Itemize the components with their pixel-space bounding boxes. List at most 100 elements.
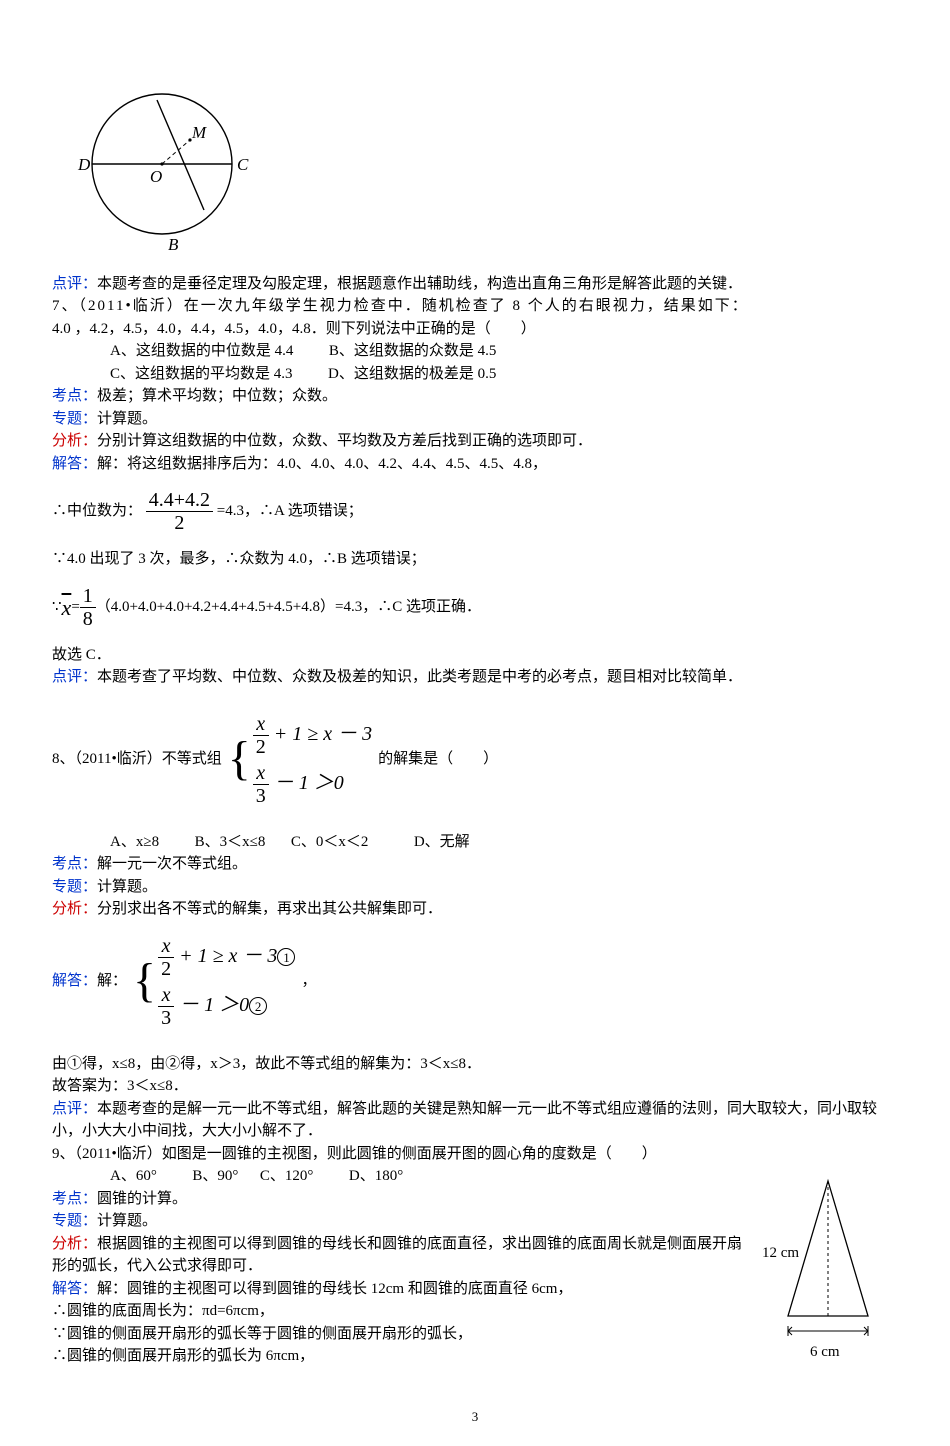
q9-kaodian: 考点：圆锥的计算。 <box>52 1188 750 1211</box>
fenxi-text: 分别求出各不等式的解集，再求出其公共解集即可． <box>97 901 442 917</box>
median-after: =4.3，∴A 选项错误； <box>217 503 363 519</box>
q7-mode-line: ∵4.0 出现了 3 次，最多，∴众数为 4.0，∴B 选项错误； <box>52 548 898 571</box>
q7-optD: D、这组数据的极差是 0.5 <box>328 366 496 382</box>
q8-options: A、x≥8 B、3＜x≤8 C、0＜x＜2 D、无解 <box>52 831 898 854</box>
q8-after1: 由①得，x≤8，由②得，x＞3，故此不等式组的解集为：3＜x≤8． <box>52 1053 898 1076</box>
dianping-text: 本题考查了平均数、中位数、众数及极差的知识，此类考题是中考的必考点，题目相对比较… <box>97 669 742 685</box>
fenxi-label: 分析： <box>52 1236 97 1252</box>
q8-after2: 故答案为：3＜x≤8． <box>52 1075 898 1098</box>
q7-jieda1: 解答：解：将这组数据排序后为：4.0、4.0、4.0、4.2、4.4、4.5、4… <box>52 453 898 476</box>
q9-line2: ∴圆锥的底面周长为：πd=6πcm， <box>52 1300 750 1323</box>
q9-optD: D、180° <box>349 1168 403 1184</box>
q8-after: 的解集是（ ） <box>378 748 498 771</box>
q7-row2: C、这组数据的平均数是 4.3 D、这组数据的极差是 0.5 <box>52 363 898 386</box>
q7-optA: A、这组数据的中位数是 4.4 <box>110 343 293 359</box>
q9-optB: B、90° <box>192 1168 238 1184</box>
q6-circle-figure: D O M C B <box>52 80 898 263</box>
q7-mean-line: ∵x= 1 8 （4.0+4.0+4.0+4.2+4.4+4.5+4.5+4.8… <box>52 585 898 630</box>
fenxi-text: 分别计算这组数据的中位数，众数、平均数及方差后找到正确的选项即可． <box>97 433 592 449</box>
q8b-r2-rest: － 1 ＞0 <box>174 994 249 1016</box>
q7-fenxi: 分析：分别计算这组数据的中位数，众数、平均数及方差后找到正确的选项即可． <box>52 430 898 453</box>
q8-optD: D、无解 <box>414 834 470 850</box>
mean-eq: = <box>71 598 79 614</box>
fenxi-label: 分析： <box>52 901 97 917</box>
zhuanti-text: 计算题。 <box>97 879 157 895</box>
kaodian-label: 考点： <box>52 388 97 404</box>
jieda-label: 解答： <box>52 1281 97 1297</box>
label-D: D <box>77 155 91 174</box>
q9-jieda: 解答：解：圆锥的主视图可以得到圆锥的母线长 12cm 和圆锥的底面直径 6cm， <box>52 1278 750 1301</box>
median-den: 2 <box>146 512 213 534</box>
page-number: 3 <box>52 1407 898 1427</box>
q6-review: 点评：本题考查的是垂径定理及勾股定理，根据题意作出辅助线，构造出直角三角形是解答… <box>52 273 898 296</box>
q8-r1-num: x <box>253 713 269 736</box>
jieda-text: 解：圆锥的主视图可以得到圆锥的母线长 12cm 和圆锥的底面直径 6cm， <box>97 1281 572 1297</box>
label-C: C <box>237 155 249 174</box>
jieda-label: 解答： <box>52 970 97 993</box>
mean-frac-num: 1 <box>80 585 96 608</box>
q8-comma: ， <box>301 970 316 993</box>
q7-stem1: 7、（2011•临沂）在一次九年级学生视力检查中．随机检查了 8 个人的右眼视力… <box>52 295 898 318</box>
q7-conclusion: 故选 C． <box>52 644 898 667</box>
label-O: O <box>150 167 162 186</box>
label-M: M <box>191 123 207 142</box>
q8-system2: { x 2 + 1 ≥ x － 31 x 3 － 1 ＞02 <box>133 935 295 1029</box>
q7-kaodian: 考点：极差；算术平均数；中位数；众数。 <box>52 385 898 408</box>
jieda-text: 解：将这组数据排序后为：4.0、4.0、4.0、4.2、4.4、4.5、4.5、… <box>97 456 547 472</box>
dianping-label: 点评： <box>52 669 97 685</box>
q8-jieda-pre: 解： <box>97 970 127 993</box>
mean-after: （4.0+4.0+4.0+4.2+4.4+4.5+4.5+4.8）=4.3，∴C… <box>96 598 481 614</box>
q8-optC: C、0＜x＜2 <box>291 834 369 850</box>
kaodian-label: 考点： <box>52 1191 97 1207</box>
q8-jieda: 解答： 解： { x 2 + 1 ≥ x － 31 x 3 － 1 ＞02 ， <box>52 935 898 1029</box>
median-num: 4.4+4.2 <box>146 489 213 512</box>
q8-stem: 8、（2011•临沂）不等式组 { x 2 + 1 ≥ x － 3 x 3 － … <box>52 713 898 807</box>
fenxi-text: 根据圆锥的主视图可以得到圆锥的母线长和圆锥的底面直径，求出圆锥的底面周长就是侧面… <box>52 1236 742 1275</box>
fenxi-label: 分析： <box>52 433 97 449</box>
q9-cone-figure: 12 cm 6 cm <box>758 1171 898 1379</box>
q9-fenxi: 分析：根据圆锥的主视图可以得到圆锥的母线长和圆锥的底面直径，求出圆锥的底面周长就… <box>52 1233 750 1278</box>
q8-r1-rest: + 1 ≥ x － 3 <box>269 723 372 745</box>
kaodian-text: 极差；算术平均数；中位数；众数。 <box>97 388 337 404</box>
q8-kaodian: 考点：解一元一次不等式组。 <box>52 853 898 876</box>
zhuanti-label: 专题： <box>52 411 97 427</box>
dianping-label: 点评： <box>52 1101 97 1117</box>
q8b-r1-den: 2 <box>158 958 174 980</box>
q9-optC: C、120° <box>260 1168 314 1184</box>
kaodian-text: 圆锥的计算。 <box>97 1191 187 1207</box>
q8b-r1-num: x <box>158 935 174 958</box>
q7-median-line: ∴中位数为： 4.4+4.2 2 =4.3，∴A 选项错误； <box>52 489 898 534</box>
dianping-label: 点评： <box>52 276 97 292</box>
q8-optA: A、x≥8 <box>110 834 159 850</box>
q7-dianping: 点评：本题考查了平均数、中位数、众数及极差的知识，此类考题是中考的必考点，题目相… <box>52 666 898 689</box>
q7-stem2: 4.0 ，4.2，4.5，4.0，4.4，4.5，4.0，4.8．则下列说法中正… <box>52 318 898 341</box>
mean-before: ∵ <box>52 598 62 614</box>
q7-optB: B、这组数据的众数是 4.5 <box>329 343 497 359</box>
zhuanti-text: 计算题。 <box>97 1213 157 1229</box>
circled-2: 2 <box>249 997 267 1015</box>
mean-var: x <box>62 591 72 624</box>
q8-system: { x 2 + 1 ≥ x － 3 x 3 － 1 ＞0 <box>228 713 372 807</box>
q9-options: A、60° B、90° C、120° D、180° <box>52 1165 750 1188</box>
zhuanti-text: 计算题。 <box>97 411 157 427</box>
zhuanti-label: 专题： <box>52 879 97 895</box>
dianping-text: 本题考查的是解一元一此不等式组，解答此题的关键是熟知解一元一此不等式组应遵循的法… <box>52 1101 877 1140</box>
q8-r2-num: x <box>253 762 269 785</box>
label-B: B <box>168 235 179 254</box>
q8-r1-den: 2 <box>253 736 269 758</box>
q6-review-text: 本题考查的是垂径定理及勾股定理，根据题意作出辅助线，构造出直角三角形是解答此题的… <box>97 276 742 292</box>
cone-svg: 12 cm 6 cm <box>758 1171 898 1371</box>
q7-optC: C、这组数据的平均数是 4.3 <box>110 366 293 382</box>
q9-zhuanti: 专题：计算题。 <box>52 1210 750 1233</box>
kaodian-label: 考点： <box>52 856 97 872</box>
slant-label: 12 cm <box>762 1245 799 1261</box>
q8b-r1-rest: + 1 ≥ x － 3 <box>174 945 277 967</box>
base-label: 6 cm <box>810 1344 840 1360</box>
q8-before: 8、（2011•临沂）不等式组 <box>52 748 222 771</box>
jieda-label: 解答： <box>52 456 97 472</box>
q8b-r2-den: 3 <box>158 1007 174 1029</box>
circle-svg: D O M C B <box>52 80 272 255</box>
median-before: ∴中位数为： <box>52 503 142 519</box>
q8-r2-den: 3 <box>253 785 269 807</box>
q8-dianping: 点评：本题考查的是解一元一此不等式组，解答此题的关键是熟知解一元一此不等式组应遵… <box>52 1098 898 1143</box>
